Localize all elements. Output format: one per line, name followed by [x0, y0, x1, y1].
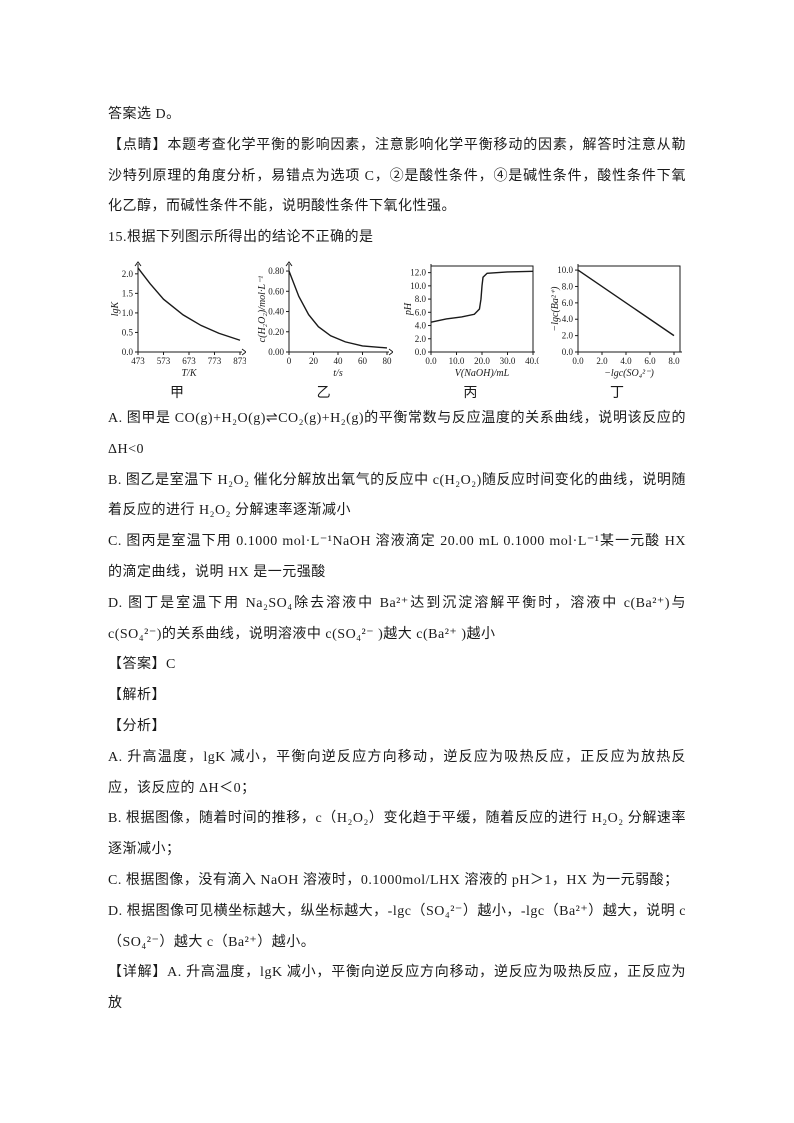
svg-text:0.5: 0.5 — [122, 327, 134, 337]
option-D: D. 图丁是室温下用 Na₂SO₄除去溶液中 Ba²⁺达到沉淀溶解平衡时，溶液中… — [108, 589, 686, 651]
svg-text:0.80: 0.80 — [268, 266, 284, 276]
chart-ding-block: 0.0 2.0 4.0 6.0 8.0 0.0 2.0 4.0 6.0 8.0 10.0 −lgc(S… — [548, 260, 686, 402]
svg-text:10.0: 10.0 — [411, 281, 427, 291]
chart-bing: 0.0 10.0 20.0 30.0 40.0 0.0 2.0 4.0 6.0 8.0 10.0 12… — [401, 260, 539, 380]
svg-text:2.0: 2.0 — [596, 356, 608, 366]
svg-text:0.0: 0.0 — [415, 347, 427, 357]
svg-text:773: 773 — [208, 356, 222, 366]
answer-line-prev: 答案选 D。 — [108, 100, 686, 131]
analysis-A: A. 升高温度，lgK 减小，平衡向逆反应方向移动，逆反应为吸热反应，正反应为放… — [108, 743, 686, 805]
svg-text:2.0: 2.0 — [562, 331, 574, 341]
option-A: A. 图甲是 CO(g)+H₂O(g)⇌CO₂(g)+H₂(g)的平衡常数与反应… — [108, 404, 686, 466]
svg-text:6.0: 6.0 — [415, 307, 427, 317]
svg-text:6.0: 6.0 — [644, 356, 656, 366]
svg-text:0.20: 0.20 — [268, 327, 284, 337]
chart-jia-label: 甲 — [170, 382, 184, 402]
svg-text:lgK: lgK — [110, 300, 121, 316]
svg-text:1.5: 1.5 — [122, 288, 134, 298]
svg-text:6.0: 6.0 — [562, 298, 574, 308]
svg-text:473: 473 — [131, 356, 145, 366]
svg-text:30.0: 30.0 — [500, 356, 516, 366]
svg-text:−lgc(Ba²⁺): −lgc(Ba²⁺) — [550, 286, 561, 332]
option-C: C. 图丙是室温下用 0.1000 mol·L⁻¹NaOH 溶液滴定 20.00… — [108, 527, 686, 589]
svg-text:0.0: 0.0 — [562, 347, 574, 357]
detail-line: 【详解】A. 升高温度，lgK 减小，平衡向逆反应方向移动，逆反应为吸热反应，正… — [108, 958, 686, 1020]
jiexi-heading: 【解析】 — [108, 681, 686, 712]
svg-text:4.0: 4.0 — [620, 356, 632, 366]
chart-ding-label: 丁 — [610, 382, 624, 402]
svg-text:8.0: 8.0 — [668, 356, 680, 366]
svg-text:0.0: 0.0 — [426, 356, 438, 366]
chart-yi-label: 乙 — [317, 382, 331, 402]
analysis-D: D. 根据图像可见横坐标越大，纵坐标越大，-lgc（SO₄²⁻）越小，-lgc（… — [108, 897, 686, 959]
svg-text:−lgc(SO₄²⁻): −lgc(SO₄²⁻) — [604, 368, 654, 379]
exam-page: 答案选 D。 【点睛】本题考查化学平衡的影响因素，注意影响化学平衡移动的因素，解… — [0, 0, 794, 1123]
svg-text:8.0: 8.0 — [415, 294, 427, 304]
svg-text:4.0: 4.0 — [562, 314, 574, 324]
svg-text:80: 80 — [382, 356, 392, 366]
charts-row: 473 573 673 773 873 0.0 0.5 1.0 1.5 2.0 T/K lgK 甲 0… — [108, 260, 686, 402]
chart-yi-block: 0 20 40 60 80 0.00 0.20 0.40 0.60 0.80 t/s c(H₂O₂)/… — [255, 260, 393, 402]
answer-line: 【答案】C — [108, 650, 686, 681]
svg-text:2.0: 2.0 — [415, 334, 427, 344]
svg-text:20.0: 20.0 — [474, 356, 490, 366]
svg-text:10.0: 10.0 — [449, 356, 465, 366]
svg-text:c(H₂O₂)/mol·L⁻¹: c(H₂O₂)/mol·L⁻¹ — [257, 276, 268, 343]
svg-text:t/s: t/s — [333, 368, 343, 379]
q15-stem: 15.根据下列图示所得出的结论不正确的是 — [108, 223, 686, 254]
svg-text:1.0: 1.0 — [122, 308, 134, 318]
option-B: B. 图乙是室温下 H₂O₂ 催化分解放出氧气的反应中 c(H₂O₂)随反应时间… — [108, 466, 686, 528]
svg-text:pH: pH — [403, 302, 414, 316]
svg-text:12.0: 12.0 — [411, 268, 427, 278]
svg-text:573: 573 — [157, 356, 171, 366]
svg-text:V(NaOH)/mL: V(NaOH)/mL — [455, 368, 510, 379]
svg-text:873: 873 — [233, 356, 246, 366]
svg-text:0: 0 — [286, 356, 291, 366]
svg-text:8.0: 8.0 — [562, 281, 574, 291]
svg-text:0.40: 0.40 — [268, 307, 284, 317]
svg-text:2.0: 2.0 — [122, 269, 134, 279]
chart-jia-block: 473 573 673 773 873 0.0 0.5 1.0 1.5 2.0 T/K lgK 甲 — [108, 260, 246, 402]
chart-yi: 0 20 40 60 80 0.00 0.20 0.40 0.60 0.80 t/s c(H₂O₂)/… — [255, 260, 393, 380]
fenxi-heading: 【分析】 — [108, 712, 686, 743]
svg-text:10.0: 10.0 — [557, 265, 573, 275]
svg-text:20: 20 — [309, 356, 319, 366]
svg-text:4.0: 4.0 — [415, 321, 427, 331]
svg-text:T/K: T/K — [181, 368, 197, 379]
analysis-B: B. 根据图像，随着时间的推移，c（H₂O₂）变化趋于平缓，随着反应的进行 H₂… — [108, 804, 686, 866]
svg-text:0.60: 0.60 — [268, 286, 284, 296]
svg-text:673: 673 — [182, 356, 196, 366]
svg-text:0.00: 0.00 — [268, 347, 284, 357]
svg-text:0.0: 0.0 — [122, 347, 134, 357]
svg-text:40: 40 — [333, 356, 343, 366]
chart-ding: 0.0 2.0 4.0 6.0 8.0 0.0 2.0 4.0 6.0 8.0 10.0 −lgc(S… — [548, 260, 686, 380]
dianjing-paragraph: 【点睛】本题考查化学平衡的影响因素，注意影响化学平衡移动的因素，解答时注意从勒沙… — [108, 131, 686, 223]
svg-text:60: 60 — [358, 356, 368, 366]
chart-jia: 473 573 673 773 873 0.0 0.5 1.0 1.5 2.0 T/K lgK — [108, 260, 246, 380]
svg-text:40.0: 40.0 — [525, 356, 539, 366]
chart-bing-block: 0.0 10.0 20.0 30.0 40.0 0.0 2.0 4.0 6.0 8.0 10.0 12… — [401, 260, 539, 402]
analysis-C: C. 根据图像，没有滴入 NaOH 溶液时，0.1000mol/LHX 溶液的 … — [108, 866, 686, 897]
chart-bing-label: 丙 — [463, 382, 477, 402]
svg-text:0.0: 0.0 — [572, 356, 584, 366]
